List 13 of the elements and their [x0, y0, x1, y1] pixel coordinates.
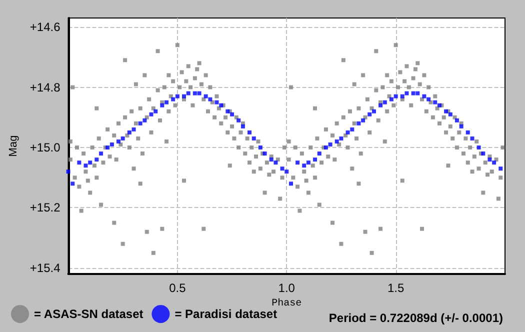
legend-label: = ASAS-SN dataset [34, 307, 144, 321]
y-tick-label: +15.4 [30, 260, 61, 275]
text: Period = 0.722089d (+/- 0.0001) [328, 311, 504, 325]
y-tick-label: +15.0 [30, 140, 61, 155]
x-axis-title: Phase [272, 297, 302, 310]
x-tick-label: 1.0 [278, 281, 296, 295]
x-tick-label: 0.5 [169, 281, 186, 295]
y-tick-label: +15.2 [30, 200, 61, 215]
x-tick-label: 1.5 [387, 281, 404, 295]
y-tick-label: +14.6 [30, 20, 61, 34]
legend-label: = Paradisi dataset [174, 307, 278, 321]
y-tick-label: +14.8 [30, 80, 61, 94]
y-axis-title: Mag [8, 135, 20, 157]
